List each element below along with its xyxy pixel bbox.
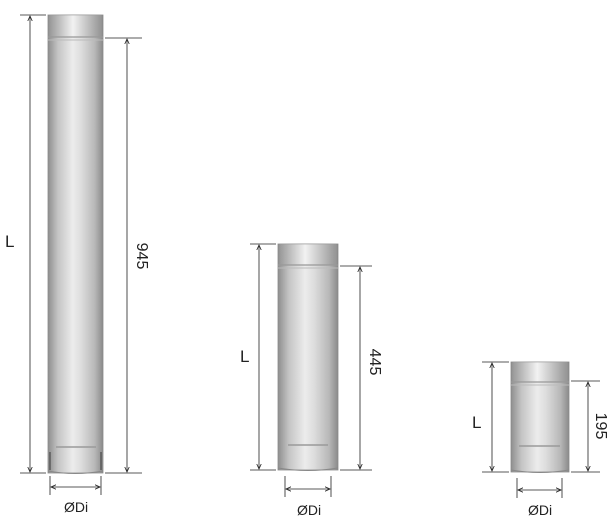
pipe-long-diameter-label: ØDi [64,499,88,515]
pipe-medium: L 445 ØDi [240,243,383,518]
pipe-short-bottom-edge [510,469,570,473]
pipe-long-length-label: L [5,232,14,251]
pipe-short-collar [512,361,568,383]
pipe-medium-bottom-edge [277,467,339,471]
pipe-long-collar [49,14,102,38]
pipe-long-insert-value: 945 [133,243,150,270]
pipe-medium-collar [279,243,337,266]
pipe-medium-diameter-label: ØDi [297,502,321,518]
pipe-short: L 195 ØDi [472,361,609,518]
pipe-medium-insert-value: 445 [366,349,383,376]
pipe-medium-body [277,243,339,471]
pipe-short-diameter-label: ØDi [528,502,552,518]
pipe-short-length-label: L [472,413,481,432]
pipe-long-body [47,14,104,474]
pipe-long-bottom-edge [47,470,104,474]
pipe-medium-length-label: L [240,347,249,366]
pipe-long: L 945 ØDi [5,14,150,515]
pipe-short-insert-value: 195 [592,413,609,440]
